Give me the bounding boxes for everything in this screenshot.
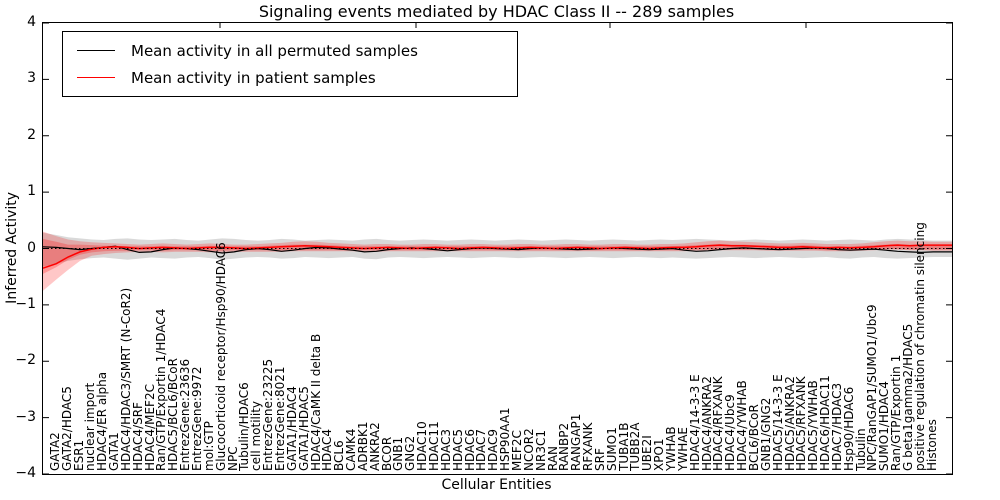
x-category-label: Histones — [924, 419, 939, 471]
legend: Mean activity in all permuted samples Me… — [62, 31, 518, 97]
legend-line-permuted — [77, 50, 115, 51]
x-category-label: GATA2/HDAC5 — [59, 386, 74, 471]
x-category-label: HDAC5/14-3-3 E — [770, 374, 785, 471]
permuted-samples-std-band — [43, 232, 952, 267]
x-category-label: NR3C1 — [533, 430, 548, 471]
y-tick-label: 3 — [27, 70, 36, 87]
plot-area — [42, 22, 953, 475]
patient-mean-line — [43, 244, 952, 269]
y-tick-label: 0 — [27, 239, 36, 256]
x-category-label: Glucocorticoid receptor/Hsp90/HDAC6 — [213, 242, 228, 471]
y-tick-label: −4 — [15, 465, 36, 481]
chart-title: Signaling events mediated by HDAC Class … — [258, 2, 735, 21]
x-category-label: GATA1/HDAC5 — [296, 386, 311, 471]
patient-samples-std-band-outer — [43, 231, 952, 291]
y-tick-label: −1 — [15, 295, 36, 312]
legend-item-patient: Mean activity in patient samples — [71, 64, 509, 91]
legend-item-permuted: Mean activity in all permuted samples — [71, 37, 509, 64]
y-tick-label: 4 — [27, 14, 36, 30]
legend-label-patient: Mean activity in patient samples — [131, 68, 376, 87]
x-axis-label: Cellular Entities — [441, 477, 552, 493]
legend-line-patient — [77, 77, 115, 78]
y-tick-label: −3 — [15, 408, 36, 425]
y-tick-label: 2 — [27, 126, 36, 143]
y-tick-label: 1 — [27, 183, 36, 200]
legend-label-permuted: Mean activity in all permuted samples — [131, 41, 418, 60]
y-tick-label: −2 — [15, 352, 36, 369]
chart-canvas — [43, 23, 952, 474]
